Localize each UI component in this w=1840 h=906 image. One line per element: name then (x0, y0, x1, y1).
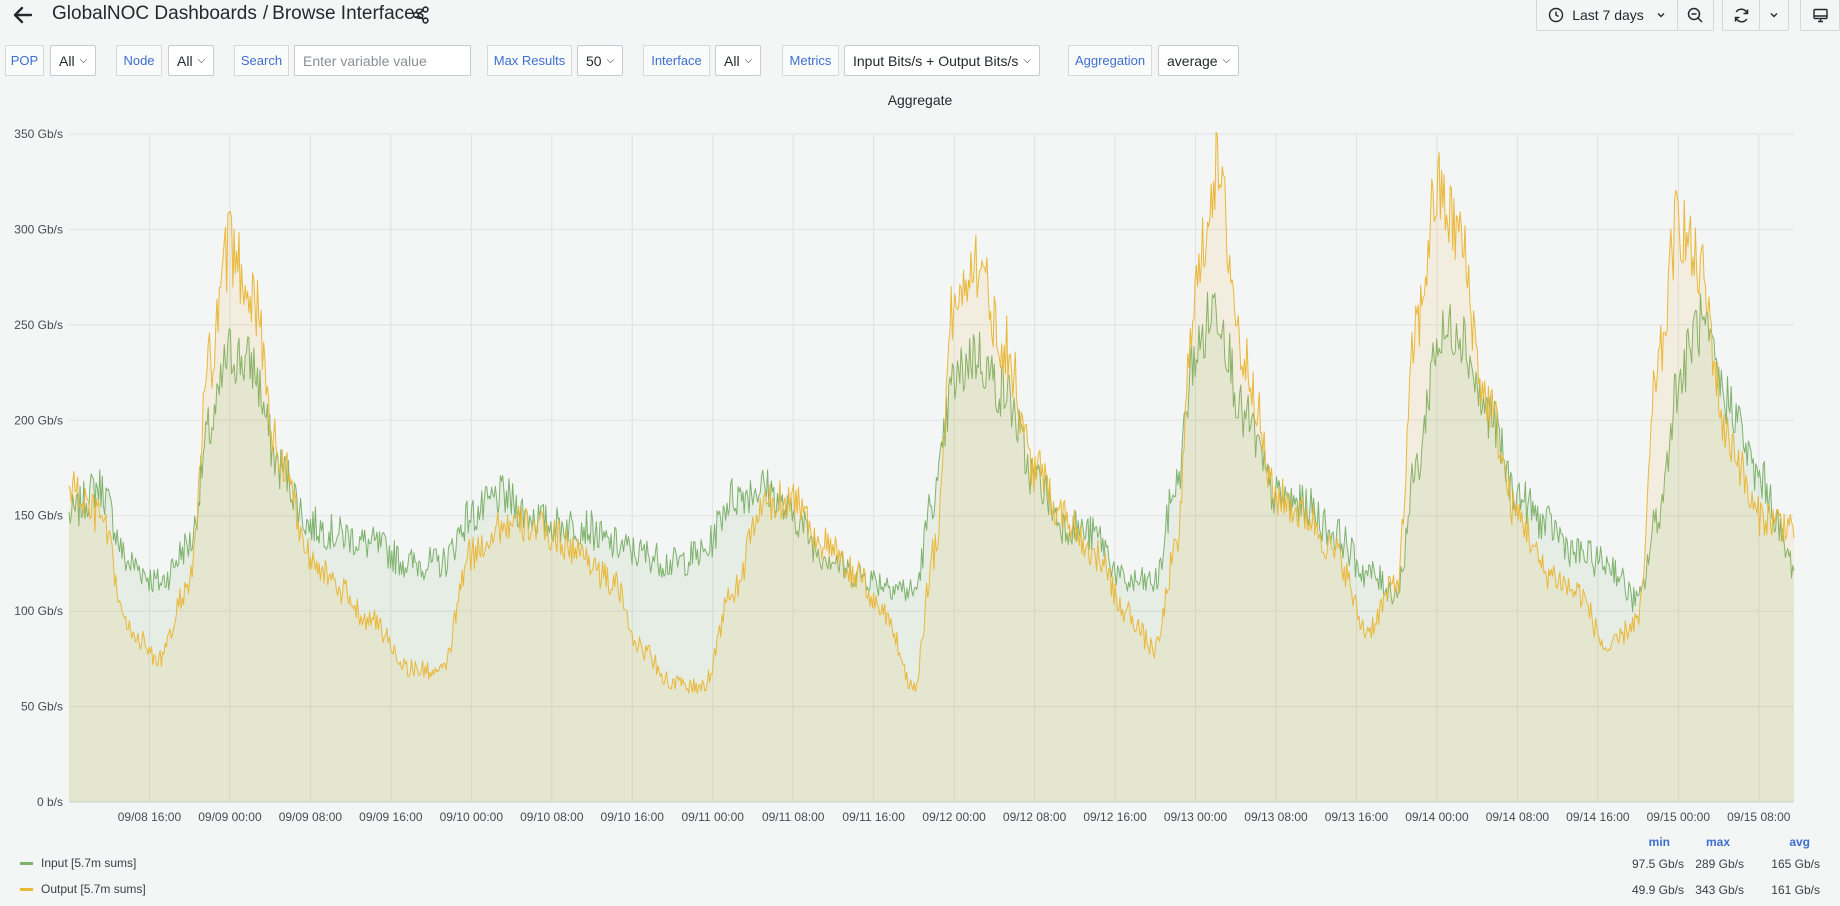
zoom-out-icon (1687, 7, 1703, 23)
page-title: Browse Interfaces (272, 3, 425, 24)
chevron-down-icon: ⌵ (744, 55, 753, 66)
y-tick-label: 0 b/s (37, 795, 63, 809)
interface-select[interactable]: All ⌵ (715, 45, 762, 76)
time-range-picker[interactable]: Last 7 days (1536, 0, 1678, 31)
arrow-left-icon (13, 6, 33, 24)
series-area-output (69, 132, 1794, 803)
chevron-down-icon: ⌵ (79, 55, 88, 66)
legend-item-input[interactable]: Input [5.7m sums] (20, 856, 136, 870)
breadcrumb-separator: / (262, 3, 269, 24)
variable-label-pop: POP (5, 45, 44, 76)
series-line-input (68, 291, 1795, 613)
refresh-button[interactable] (1722, 0, 1760, 31)
refresh-icon (1734, 7, 1748, 23)
chevron-down-icon: ⌵ (1222, 55, 1231, 66)
pop-select[interactable]: All ⌵ (50, 45, 97, 76)
legend-item-output[interactable]: Output [5.7m sums] (20, 882, 146, 896)
legend-swatch-output (20, 887, 33, 891)
breadcrumb: GlobalNOC Dashboards / Browse Interfaces (52, 3, 424, 25)
x-tick-label: 09/13 00:00 (1164, 810, 1228, 824)
x-tick-label: 09/12 00:00 (922, 810, 986, 824)
share-button[interactable] (411, 5, 431, 25)
x-tick-label: 09/09 08:00 (279, 810, 343, 824)
x-tick-label: 09/15 00:00 (1647, 810, 1711, 824)
legend-input-avg: 165 Gb/s (1771, 857, 1820, 871)
legend-output-avg: 161 Gb/s (1771, 883, 1820, 897)
interface-select-value: All (724, 52, 740, 69)
variable-bar: POP All ⌵ Node All ⌵ Search Max Results 50… (0, 44, 1840, 78)
legend-label-input: Input [5.7m sums] (41, 856, 137, 870)
monitor-icon (1812, 8, 1828, 22)
y-tick-label: 250 Gb/s (14, 318, 63, 332)
node-select[interactable]: All ⌵ (168, 45, 215, 76)
variable-label-metrics: Metrics (782, 45, 839, 76)
y-tick-label: 150 Gb/s (14, 509, 63, 523)
x-tick-label: 09/14 16:00 (1566, 810, 1630, 824)
x-tick-label: 09/10 00:00 (440, 810, 504, 824)
back-button[interactable] (10, 2, 36, 28)
legend-header-avg[interactable]: avg (1789, 835, 1810, 849)
breadcrumb-app-title[interactable]: GlobalNOC Dashboards (52, 3, 257, 24)
pop-select-value: All (59, 52, 75, 69)
x-tick-label: 09/11 16:00 (842, 810, 905, 824)
variable-label-node: Node (116, 45, 162, 76)
legend-swatch-input (20, 861, 33, 865)
x-tick-label: 09/13 08:00 (1244, 810, 1308, 824)
series-area-input (69, 292, 1794, 802)
x-tick-label: 09/08 16:00 (118, 810, 182, 824)
time-range-label: Last 7 days (1572, 7, 1644, 23)
share-icon (412, 6, 429, 24)
chevron-down-icon: ⌵ (606, 55, 615, 66)
max-results-value: 50 (586, 52, 602, 69)
x-tick-label: 09/12 08:00 (1003, 810, 1067, 824)
variable-label-max-results: Max Results (487, 45, 572, 76)
x-tick-label: 09/12 16:00 (1083, 810, 1147, 824)
x-tick-label: 09/14 00:00 (1405, 810, 1469, 824)
variable-label-search: Search (234, 45, 289, 76)
legend-output-max: 343 Gb/s (1695, 883, 1744, 897)
aggregate-chart[interactable]: 0 b/s 50 Gb/s 100 Gb/s 150 Gb/s 200 Gb/s 250 … (0, 0, 1840, 830)
legend-output-min: 49.9 Gb/s (1631, 883, 1684, 897)
y-tick-label: 350 Gb/s (14, 127, 63, 141)
aggregation-select[interactable]: average ⌵ (1158, 45, 1240, 76)
variable-label-aggregation: Aggregation (1068, 45, 1152, 76)
panel-title[interactable]: Aggregate (887, 92, 953, 108)
x-tick-label: 09/15 08:00 (1727, 810, 1791, 824)
x-tick-label: 09/10 08:00 (520, 810, 584, 824)
zoom-out-button[interactable] (1677, 0, 1714, 31)
chevron-down-icon: ⌵ (197, 55, 206, 66)
metrics-select-value: Input Bits/s + Output Bits/s (853, 52, 1019, 69)
x-tick-label: 09/09 16:00 (359, 810, 423, 824)
y-tick-label: 100 Gb/s (14, 604, 63, 618)
x-tick-label: 09/10 16:00 (601, 810, 665, 824)
legend-input-min: 97.5 Gb/s (1631, 857, 1684, 871)
x-tick-label: 09/13 16:00 (1325, 810, 1389, 824)
legend-header-max[interactable]: max (1705, 835, 1730, 849)
x-tick-label: 09/09 00:00 (198, 810, 262, 824)
top-navbar: GlobalNOC Dashboards / Browse Interfaces L… (0, 0, 1840, 34)
node-select-value: All (177, 52, 193, 69)
variable-label-interface: Interface (643, 45, 710, 76)
legend-header-min[interactable]: min (1648, 835, 1670, 849)
metrics-select[interactable]: Input Bits/s + Output Bits/s ⌵ (844, 45, 1040, 76)
search-input[interactable] (294, 45, 471, 76)
view-mode-button[interactable] (1800, 0, 1840, 31)
legend-label-output: Output [5.7m sums] (41, 882, 146, 896)
x-tick-label: 09/14 08:00 (1486, 810, 1550, 824)
y-tick-label: 50 Gb/s (21, 700, 63, 714)
chevron-down-icon: ⌵ (1023, 55, 1031, 66)
chevron-down-icon (1657, 13, 1665, 18)
x-tick-label: 09/11 00:00 (681, 810, 744, 824)
y-tick-label: 200 Gb/s (14, 413, 63, 427)
max-results-select[interactable]: 50 ⌵ (577, 45, 624, 76)
refresh-interval-dropdown[interactable] (1759, 0, 1789, 31)
aggregation-select-value: average (1167, 52, 1218, 69)
clock-icon (1548, 7, 1564, 23)
x-tick-label: 09/11 08:00 (762, 810, 825, 824)
chevron-down-icon (1770, 13, 1778, 18)
legend-input-max: 289 Gb/s (1695, 857, 1744, 871)
series-line-output (68, 131, 1795, 694)
y-tick-label: 300 Gb/s (14, 222, 63, 236)
